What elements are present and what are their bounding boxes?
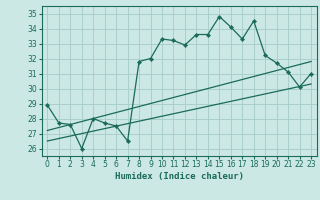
X-axis label: Humidex (Indice chaleur): Humidex (Indice chaleur) bbox=[115, 172, 244, 181]
